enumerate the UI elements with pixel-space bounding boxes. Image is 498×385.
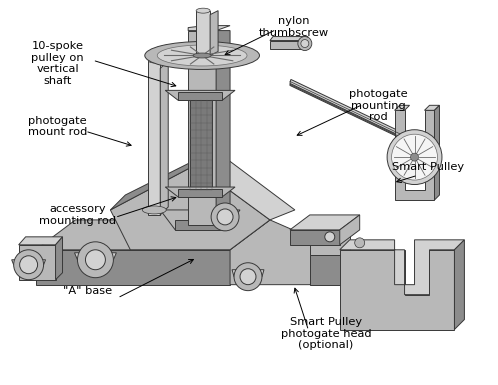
Polygon shape — [160, 60, 168, 215]
Polygon shape — [178, 92, 222, 100]
Text: nylon
thumbscrew: nylon thumbscrew — [258, 16, 329, 38]
Polygon shape — [35, 250, 230, 285]
Polygon shape — [75, 253, 117, 260]
Polygon shape — [165, 90, 235, 100]
Polygon shape — [290, 80, 421, 147]
Circle shape — [211, 203, 239, 231]
Text: "A" base: "A" base — [63, 286, 112, 296]
Ellipse shape — [145, 42, 259, 69]
Polygon shape — [210, 11, 218, 55]
Polygon shape — [230, 220, 350, 285]
Polygon shape — [394, 110, 434, 200]
Bar — [190, 100, 212, 190]
Polygon shape — [305, 37, 308, 49]
Text: 10-spoke
pulley on
vertical
shaft: 10-spoke pulley on vertical shaft — [31, 41, 84, 86]
Polygon shape — [434, 105, 439, 200]
Text: Smart Pulley: Smart Pulley — [392, 162, 464, 172]
Polygon shape — [270, 37, 308, 40]
Circle shape — [325, 232, 335, 242]
Circle shape — [19, 256, 37, 274]
Polygon shape — [188, 26, 230, 30]
Polygon shape — [18, 237, 63, 245]
Bar — [270, 40, 305, 49]
Circle shape — [301, 40, 309, 47]
Polygon shape — [340, 215, 360, 245]
Circle shape — [410, 153, 418, 161]
Polygon shape — [290, 230, 340, 245]
Text: Smart Pulley
photogate head
(optional): Smart Pulley photogate head (optional) — [281, 317, 372, 350]
Polygon shape — [35, 220, 270, 250]
Polygon shape — [455, 240, 465, 330]
Polygon shape — [232, 270, 264, 277]
Bar — [148, 60, 160, 215]
Circle shape — [416, 140, 426, 150]
Bar — [406, 155, 422, 160]
Circle shape — [355, 238, 365, 248]
Polygon shape — [11, 260, 46, 265]
Circle shape — [234, 263, 262, 291]
Ellipse shape — [193, 53, 211, 58]
Circle shape — [240, 269, 256, 285]
Polygon shape — [111, 150, 215, 210]
Polygon shape — [216, 30, 230, 225]
Ellipse shape — [391, 134, 437, 180]
Polygon shape — [175, 220, 225, 230]
Polygon shape — [178, 189, 222, 197]
Polygon shape — [310, 255, 350, 285]
Text: photogate
mounting
rod: photogate mounting rod — [349, 89, 407, 122]
Text: accessory
mounting rod: accessory mounting rod — [39, 204, 116, 226]
Ellipse shape — [157, 45, 247, 66]
Polygon shape — [310, 230, 350, 255]
Polygon shape — [165, 187, 235, 197]
Polygon shape — [424, 105, 439, 110]
Polygon shape — [160, 210, 240, 230]
Ellipse shape — [196, 8, 210, 13]
Text: photogate
mount rod: photogate mount rod — [28, 116, 88, 137]
Circle shape — [86, 250, 106, 270]
Polygon shape — [340, 250, 455, 330]
Circle shape — [298, 37, 312, 50]
Polygon shape — [290, 215, 360, 230]
Polygon shape — [195, 150, 295, 220]
Ellipse shape — [148, 58, 160, 63]
Polygon shape — [340, 240, 465, 295]
Bar — [188, 30, 216, 225]
Polygon shape — [18, 245, 56, 280]
Polygon shape — [394, 105, 409, 110]
Circle shape — [13, 250, 43, 280]
Ellipse shape — [142, 206, 166, 214]
Circle shape — [217, 209, 233, 225]
Circle shape — [418, 142, 424, 148]
Circle shape — [78, 242, 114, 278]
Polygon shape — [290, 79, 420, 145]
Bar — [196, 11, 210, 55]
Ellipse shape — [387, 130, 442, 184]
Polygon shape — [56, 237, 63, 280]
Polygon shape — [111, 165, 270, 250]
